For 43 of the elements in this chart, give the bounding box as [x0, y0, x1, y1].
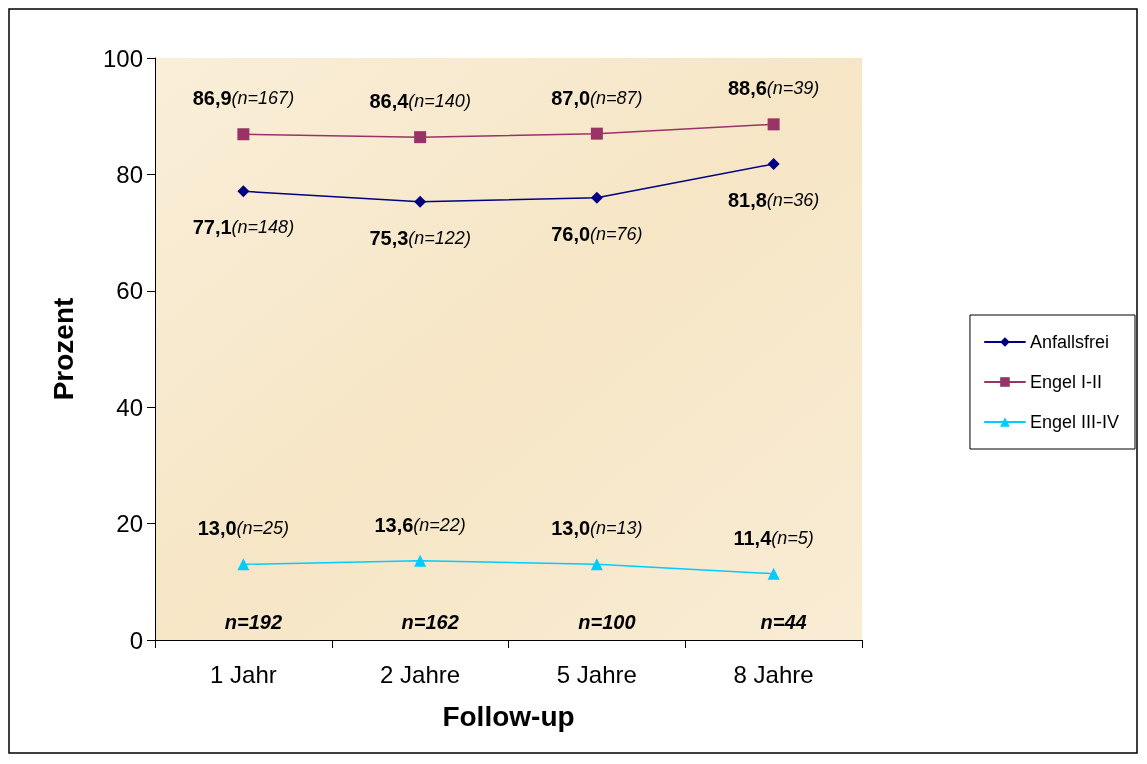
legend-label: Anfallsfrei [1029, 332, 1109, 352]
x-tick-label: 5 Jahre [556, 660, 637, 688]
data-label: 86,9(n=167) [192, 87, 295, 110]
y-tick-label: 20 [116, 510, 143, 538]
legend-label: Engel I-II [1029, 372, 1102, 392]
point [237, 128, 250, 141]
point [414, 554, 427, 567]
data-label: 13,6(n=22) [374, 513, 466, 536]
point [237, 185, 250, 198]
y-axis-title: Prozent [47, 297, 79, 401]
annotation: n=100 [578, 611, 636, 633]
point [767, 157, 780, 170]
data-label: 13,0(n=13) [551, 517, 643, 540]
point [590, 127, 603, 140]
x-tick-label: 2 Jahre [380, 660, 461, 688]
data-label: 81,8(n=36) [727, 188, 820, 211]
annotation: n=192 [224, 611, 283, 633]
y-tick-label: 40 [116, 393, 143, 421]
point [767, 567, 780, 580]
data-label: 13,0(n=25) [197, 517, 290, 540]
point [767, 118, 780, 131]
data-label: 11,4(n=5) [733, 526, 814, 549]
data-label: 86,4(n=140) [369, 90, 471, 113]
data-label: 77,1(n=148) [192, 216, 295, 239]
y-tick-label: 80 [116, 160, 143, 188]
data-label: 88,6(n=39) [727, 77, 820, 100]
legend-label: Engel III-IV [1029, 412, 1119, 432]
x-axis-title: Follow-up [442, 700, 575, 732]
point [590, 191, 603, 204]
y-tick-label: 60 [116, 277, 143, 305]
annotation: n=162 [401, 611, 459, 633]
point [237, 558, 250, 571]
point [590, 558, 603, 571]
y-tick-label: 0 [129, 626, 143, 654]
point [414, 195, 427, 208]
y-tick-label: 100 [102, 44, 143, 72]
annotation: n=44 [760, 611, 807, 633]
x-tick-label: 1 Jahr [210, 660, 277, 688]
point [414, 131, 427, 144]
x-tick-label: 8 Jahre [733, 660, 814, 688]
data-label: 75,3(n=122) [369, 226, 471, 249]
data-label: 76,0(n=76) [551, 222, 643, 245]
data-label: 87,0(n=87) [551, 86, 643, 109]
